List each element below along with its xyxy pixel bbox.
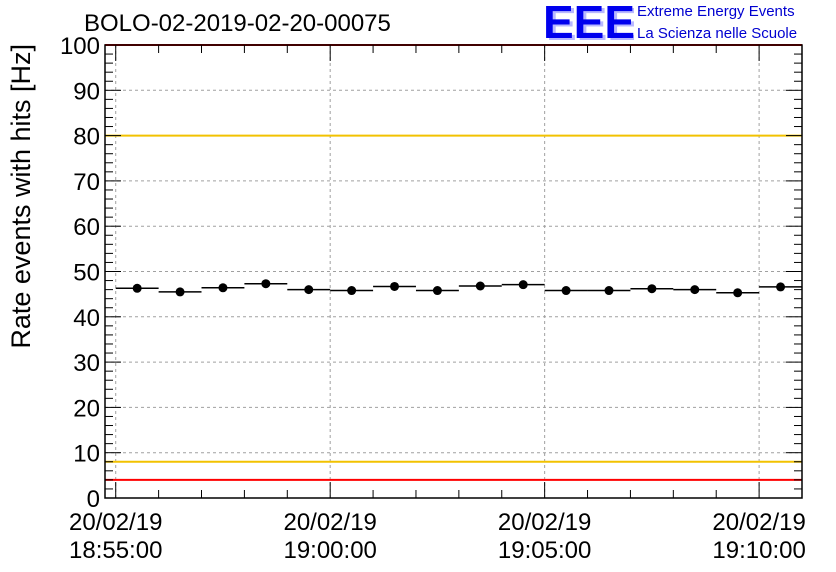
- data-point: [604, 286, 614, 296]
- y-axis-label: Rate events with hits [Hz]: [6, 44, 36, 349]
- data-point: [518, 280, 528, 290]
- eee-logo-shadow: EEE: [546, 0, 634, 44]
- eee-logo-icon: EEE EEE: [543, 0, 634, 44]
- y-tick-label: 50: [73, 260, 100, 287]
- data-point: [776, 282, 786, 292]
- grid-lines: [105, 45, 802, 498]
- data-point: [561, 286, 571, 296]
- y-tick-label: 70: [73, 169, 100, 196]
- x-tick-label-date: 20/02/19: [498, 509, 591, 536]
- reference-lines: [105, 44, 802, 481]
- data-point: [690, 285, 700, 295]
- data-point: [432, 286, 442, 296]
- data-point: [347, 286, 357, 296]
- x-tick-label-date: 20/02/19: [69, 509, 162, 536]
- y-tick-label: 20: [73, 395, 100, 422]
- y-tick-label: 10: [73, 441, 100, 468]
- data-point: [218, 283, 228, 293]
- data-point: [132, 283, 142, 293]
- y-tick-label: 60: [73, 214, 100, 241]
- logo-subtitle-2: La Scienza nelle Scuole: [637, 25, 798, 42]
- x-tick-label-date: 20/02/19: [283, 509, 376, 536]
- x-tick-label-date: 20/02/19: [712, 509, 805, 536]
- axis-ticks: [105, 44, 803, 499]
- data-point: [475, 281, 485, 291]
- run-title: BOLO-02-2019-02-20-00075: [84, 10, 391, 37]
- data-point: [175, 287, 185, 297]
- data-point: [390, 281, 400, 291]
- data-points: [115, 279, 802, 298]
- data-point: [733, 288, 743, 298]
- eee-logo-text: EEE: [543, 0, 634, 44]
- data-point: [261, 279, 271, 289]
- y-tick-label: 0: [87, 486, 100, 513]
- x-tick-label-time: 19:10:00: [712, 537, 805, 564]
- data-point: [647, 284, 657, 294]
- logo-subtitle-1: Extreme Energy Events: [637, 3, 795, 20]
- y-tick-label: 40: [73, 305, 100, 332]
- tick-labels: 010203040506070809010020/02/1918:55:0020…: [60, 33, 806, 564]
- x-tick-label-time: 19:05:00: [498, 537, 591, 564]
- y-tick-label: 80: [73, 124, 100, 151]
- y-tick-label: 100: [60, 33, 100, 60]
- y-tick-label: 30: [73, 350, 100, 377]
- x-tick-label-time: 19:00:00: [283, 537, 376, 564]
- data-point: [304, 285, 314, 295]
- x-tick-label-time: 18:55:00: [69, 537, 162, 564]
- y-tick-label: 90: [73, 78, 100, 105]
